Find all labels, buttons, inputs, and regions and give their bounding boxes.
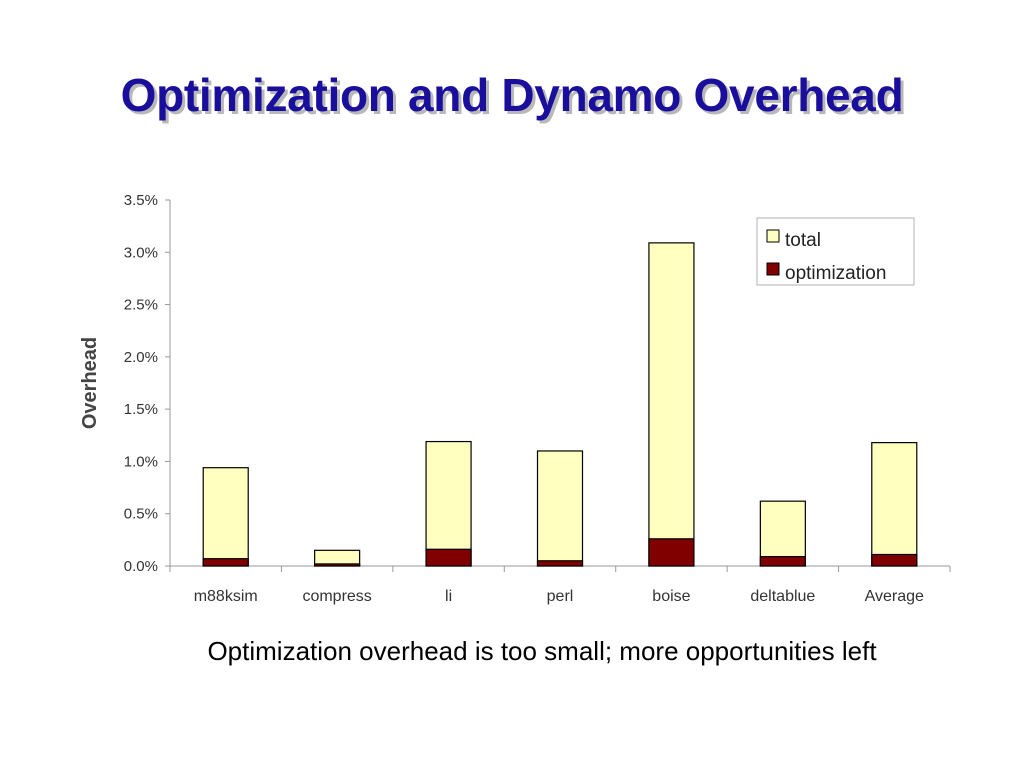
bar-optimization-deltablue [759,555,806,567]
y-tick-label: 1.0% [124,453,158,470]
bar-total-perl [536,450,584,567]
bar-optimization-average [871,553,918,567]
bar-optimization-m88ksim [202,558,249,567]
legend-swatch-optimization [766,262,780,276]
x-category-label: m88ksim [194,588,258,605]
y-tick-label: 0.0% [124,558,158,575]
y-tick-label: 3.0% [124,244,158,261]
x-category-label: boise [652,588,690,605]
x-category-label: perl [547,588,574,605]
legend-frame [756,217,915,286]
x-category-label: compress [302,588,371,605]
bar-total-m88ksim [202,467,249,567]
bar-optimization-compress [314,563,361,567]
chart-plot-area: 0.0% 0.5% 1.0% 1.5% 2.0% 2.5% 3.0% 3.5% m88ksim c… [124,192,951,605]
bar-total-deltablue [759,500,806,567]
y-tick-label: 3.5% [124,192,158,209]
y-tick-label: 0.5% [124,506,158,523]
chart-legend: total optimization [756,217,915,286]
bar-total-li [425,440,472,567]
x-category-label: li [445,588,452,605]
y-tick-label: 2.0% [124,349,158,366]
bar-optimization-perl [536,560,584,567]
legend-label-optimization: optimization [785,263,886,284]
x-category-label: deltablue [750,588,815,605]
bar-total-boise [648,242,695,567]
slide-title: Optimization and Dynamo Overhead [120,69,904,121]
slide-caption: Optimization overhead is too small; more… [207,636,877,666]
legend-label-total: total [785,230,821,251]
x-category-label: Average [865,588,924,605]
legend-swatch-total [766,229,780,243]
bar-optimization-boise [648,538,695,567]
y-axis-label: Overhead [79,337,101,429]
y-tick-label: 2.5% [124,297,158,314]
y-tick-label: 1.5% [124,401,158,418]
bar-total-average [871,442,918,567]
bar-optimization-li [425,548,472,567]
